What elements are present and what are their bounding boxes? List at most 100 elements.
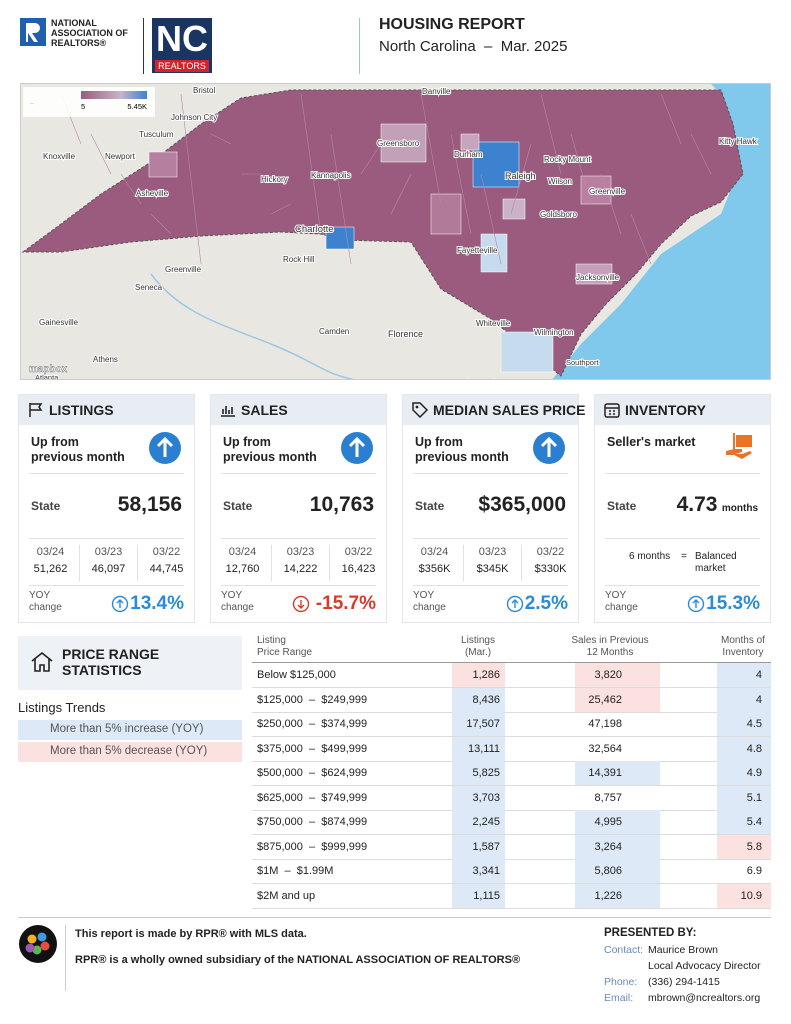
legend-ramp	[81, 91, 147, 99]
nar-text: NATIONAL	[51, 18, 97, 28]
divider	[359, 18, 360, 74]
state-label: State	[607, 499, 637, 513]
price-range-box: PRICE RANGE STATISTICS	[18, 636, 242, 690]
history-value: 12,760	[225, 563, 260, 575]
county	[580, 175, 612, 205]
sign	[736, 435, 752, 447]
note-left: 6 months	[629, 551, 671, 562]
history-value: 16,423	[341, 563, 376, 575]
yoy-value: -15.7%	[315, 593, 376, 614]
rule	[29, 585, 184, 586]
table-header: (Mar.)	[464, 647, 492, 658]
county	[575, 263, 613, 285]
history-period: 03/23	[94, 546, 123, 558]
history-period: 03/24	[228, 546, 257, 558]
county-border	[90, 133, 112, 175]
county-border	[660, 93, 682, 145]
row-rule	[252, 785, 771, 786]
table-header: Inventory	[722, 647, 764, 658]
months-cell: 6.9	[746, 865, 762, 877]
icon-part	[412, 402, 429, 419]
map-label: Tusculum	[139, 130, 174, 139]
icon-part	[605, 407, 619, 415]
sales-cell: 25,462	[588, 693, 622, 706]
yoy-value: 2.5%	[524, 593, 568, 614]
rule	[221, 538, 376, 539]
history-value: $356K	[418, 563, 451, 575]
logo-r	[26, 23, 40, 42]
logo-circle	[19, 925, 57, 963]
cell-highlight	[717, 687, 771, 712]
col-rule	[79, 545, 80, 581]
card-title: MEDIAN SALES PRICE	[433, 402, 586, 418]
history-period: 03/23	[286, 546, 315, 558]
state-nc	[21, 89, 744, 377]
county	[472, 141, 520, 188]
state-value: $365,000	[478, 493, 566, 516]
months-cell: 4	[755, 669, 762, 681]
yoy-label: YOY change	[605, 590, 638, 613]
range-cell: $125,000 – $249,999	[257, 693, 368, 706]
nar-text: REALTORS®	[51, 38, 107, 48]
table-header: Listings	[461, 635, 495, 646]
legend-swatch	[18, 720, 242, 740]
icon-part	[604, 403, 620, 418]
legend-max: 5.45K	[127, 102, 147, 111]
card-status: Up from previous month	[415, 435, 509, 464]
rule	[605, 585, 760, 586]
map-label: Jacksonville	[576, 273, 620, 282]
range-cell: $875,000 – $999,999	[257, 840, 368, 853]
arrow	[348, 436, 366, 457]
card-title: SALES	[241, 402, 288, 418]
county	[325, 226, 355, 250]
yoy-arrow-circle	[687, 595, 705, 613]
table-header: Months of	[721, 635, 765, 646]
listings-cell: 13,111	[467, 742, 500, 755]
hand	[726, 449, 752, 459]
contact-label: Phone:	[604, 976, 638, 988]
map-label: Newport	[105, 152, 136, 161]
nc-logo-sub: REALTORS	[155, 60, 209, 72]
rule	[29, 538, 184, 539]
rule	[413, 473, 568, 474]
county-border	[480, 173, 502, 265]
range-cell: $625,000 – $749,999	[257, 791, 368, 804]
map-label: Rock Hill	[283, 255, 315, 264]
yoy-arrow	[687, 595, 705, 613]
presented-by: PRESENTED BY:	[604, 927, 697, 939]
map-label: Wilmington	[534, 328, 574, 337]
history-period: 03/22	[152, 546, 181, 558]
card-status: Up from previous month	[223, 435, 317, 464]
county	[480, 233, 508, 273]
state-value-wrap: $365,000	[478, 493, 566, 517]
map-label: Fayetteville	[457, 246, 498, 255]
card-icon	[604, 403, 620, 418]
range-cell: $375,000 – $499,999	[257, 742, 368, 755]
range-cell: Below $125,000	[257, 669, 336, 681]
rule	[221, 585, 376, 586]
county	[500, 331, 554, 373]
range-cell: $2M and up	[257, 889, 316, 902]
state-label: State	[415, 499, 445, 513]
stat-card: MEDIAN SALES PRICE Up from previous month…	[402, 394, 585, 623]
map-label: Hickory	[261, 175, 288, 184]
status-icon	[533, 432, 565, 464]
cell-highlight	[717, 712, 771, 736]
watermark: mapbox	[29, 364, 68, 375]
cell-highlight	[452, 687, 505, 712]
card-header: INVENTORY	[595, 395, 770, 425]
yoy-arrow-shape	[116, 599, 124, 608]
price-range-title: PRICE RANGE STATISTICS	[62, 646, 160, 678]
history-value: 14,222	[283, 563, 318, 575]
col-rule	[521, 545, 522, 581]
card-header: SALES	[211, 395, 386, 425]
listings-cell: 8,436	[472, 693, 500, 706]
history-value: 46,097	[91, 563, 126, 575]
range-cell: $500,000 – $624,999	[257, 767, 368, 779]
footer-rule	[18, 917, 771, 918]
contact-value: (336) 294-1415	[648, 976, 720, 988]
yoy-arrow-shape	[511, 599, 519, 608]
row-rule	[252, 687, 771, 688]
card-status: Seller's market	[607, 435, 696, 449]
house-icon	[31, 651, 53, 672]
